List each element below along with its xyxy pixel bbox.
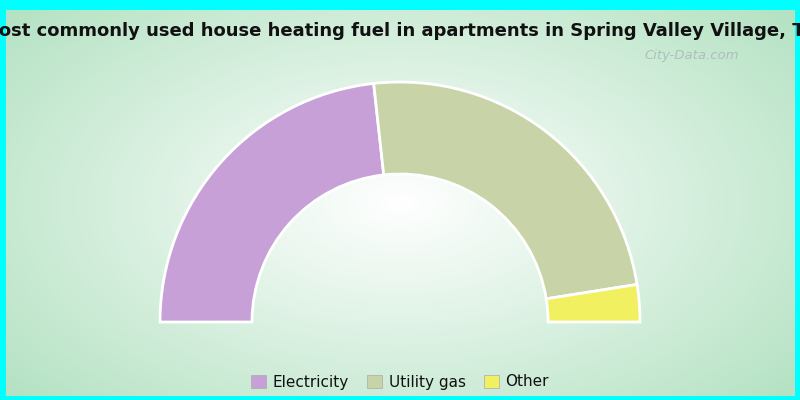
Wedge shape <box>546 284 640 322</box>
Text: City-Data.com: City-Data.com <box>645 48 739 62</box>
Wedge shape <box>160 84 384 322</box>
Legend: Electricity, Utility gas, Other: Electricity, Utility gas, Other <box>251 374 549 390</box>
Text: Most commonly used house heating fuel in apartments in Spring Valley Village, TX: Most commonly used house heating fuel in… <box>0 22 800 40</box>
Wedge shape <box>374 82 637 299</box>
